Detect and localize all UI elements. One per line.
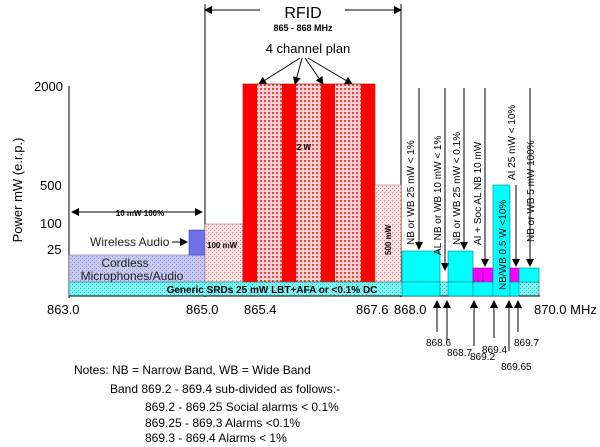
cordless-label-line2: Microphones/Audio bbox=[81, 269, 184, 283]
notes-line-2: Band 869.2 - 869.4 sub-divided as follow… bbox=[110, 382, 340, 396]
channel-arrow-2 bbox=[292, 57, 303, 85]
band-100mw bbox=[204, 223, 244, 283]
channel-arrow-4 bbox=[307, 57, 353, 85]
cordless-band bbox=[68, 254, 206, 284]
subband-869-65 bbox=[509, 267, 520, 283]
subband-869-2-b bbox=[477, 267, 484, 283]
subband-868-7 bbox=[447, 250, 474, 283]
wireless-audio-band bbox=[188, 229, 206, 256]
y-axis-label: Power mW (e.r.p.) bbox=[10, 138, 25, 243]
band-100mw-label: 100 mW bbox=[207, 241, 238, 250]
rfid-channel-2 bbox=[282, 84, 296, 282]
x-tick-870-0: 870.0 MHz bbox=[534, 302, 597, 317]
y-tick-25: 25 bbox=[47, 242, 61, 257]
generic-srd-label: Generic SRDs 25 mW LBT+AFA or <0.1% DC bbox=[167, 285, 378, 296]
channel-plan-label: 4 channel plan bbox=[266, 41, 351, 56]
notes-line-1: Notes: NB = Narrow Band, WB = Wide Band bbox=[74, 363, 311, 377]
subband-868-7-lower bbox=[447, 281, 474, 297]
sub-label-5: NB/WB 0.5 W <10% bbox=[498, 200, 509, 290]
rfid-channel-3 bbox=[321, 84, 335, 282]
notes-line-3: 869.2 - 869.25 Social alarms < 0.1% bbox=[145, 400, 339, 414]
x-tick-865-0: 865.0 bbox=[186, 302, 219, 317]
band-500mw-label: 500 mW bbox=[384, 224, 393, 255]
sub-label-1: NB or WB 25 mW < 1% bbox=[406, 140, 417, 245]
y-tick-100: 100 bbox=[40, 216, 62, 231]
channel-arrow-1 bbox=[258, 57, 301, 85]
x-tick-868-0: 868.0 bbox=[394, 302, 427, 317]
channel-arrow-3 bbox=[304, 57, 324, 85]
rfid-channel-4 bbox=[361, 84, 375, 282]
x-tick-868-7: 868.7 bbox=[447, 348, 472, 359]
x-tick-865-4: 865.4 bbox=[244, 302, 277, 317]
subband-869-2-a bbox=[472, 267, 479, 283]
rfid-subtitle: 865 - 868 MHz bbox=[273, 23, 333, 33]
subband-869-65-lower bbox=[509, 281, 520, 297]
y-tick-2000: 2000 bbox=[34, 79, 63, 94]
notes-line-4: 869.25 - 869.3 Alarms <0.1% bbox=[145, 416, 300, 430]
notes-line-5: 869.3 - 869.4 Alarms < 1% bbox=[145, 431, 287, 445]
x-tick-869-4: 869.4 bbox=[482, 345, 507, 356]
rfid-2w-block bbox=[242, 83, 376, 283]
cordless-label-line1: Cordless bbox=[101, 256, 148, 270]
y-tick-500: 500 bbox=[40, 178, 62, 193]
wireless-audio-label: Wireless Audio bbox=[90, 235, 170, 249]
rfid-2w-label: 2 W bbox=[297, 143, 312, 152]
sub-label-2: AL NB or WB 10 mW < 1% bbox=[433, 136, 444, 255]
rfid-title: RFID bbox=[284, 5, 321, 22]
x-tick-869-2: 869.2 bbox=[470, 352, 495, 363]
subband-869-4 bbox=[492, 184, 511, 297]
sub-label-4: AI + Soc AL NB 10 mW bbox=[473, 141, 484, 245]
subband-869-2-c bbox=[482, 267, 494, 283]
subband-869-2-lower bbox=[472, 281, 494, 297]
x-tick-869-65: 869.65 bbox=[501, 362, 532, 373]
subband-868-0-lower bbox=[401, 281, 441, 297]
ten-mw-label: 10 mW 100% bbox=[116, 209, 164, 218]
sub-label-6: AI 25 mW < 10% bbox=[507, 105, 518, 180]
x-tick-863-0: 863.0 bbox=[47, 302, 80, 317]
sub-label-3: NB or WB 25 mW < 0.1% bbox=[452, 132, 463, 245]
rfid-channel-1 bbox=[243, 84, 257, 282]
x-tick-868-6: 868.6 bbox=[426, 338, 451, 349]
subband-869-7 bbox=[518, 267, 540, 283]
subband-868-0 bbox=[401, 250, 441, 283]
x-tick-867-6: 867.6 bbox=[356, 302, 389, 317]
sub-label-7: NB or WB 5 mW 100% bbox=[526, 140, 537, 242]
x-tick-869-7: 869.7 bbox=[514, 338, 539, 349]
